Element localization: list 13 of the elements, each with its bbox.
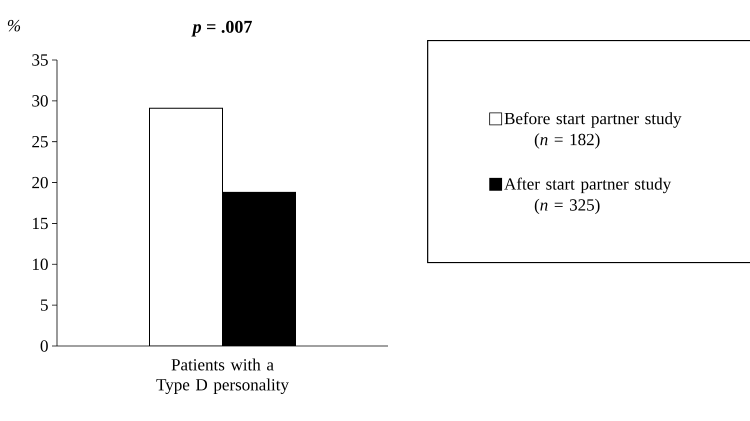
legend-label: Before start partner study (n = 182): [504, 112, 682, 149]
chart-title: p = .007: [191, 20, 252, 36]
y-tick-label: 25: [32, 136, 48, 148]
y-axis-title: %: [8, 20, 20, 32]
y-tick-label: 10: [32, 258, 48, 270]
y-tick-label: 35: [32, 54, 48, 66]
y-tick-label: 20: [32, 176, 48, 188]
y-tick-label: 0: [40, 340, 48, 352]
y-tick-label: 30: [32, 95, 48, 107]
legend-label: After start partner study (n = 325): [504, 178, 672, 214]
y-tick-label: 15: [32, 218, 48, 230]
y-tick-label: 5: [40, 300, 48, 311]
x-tick-label: Patients with a Type D personality: [156, 358, 289, 394]
